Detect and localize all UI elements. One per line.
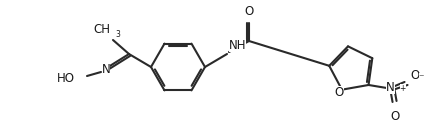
Text: +: + [399, 84, 405, 94]
Text: N: N [385, 81, 394, 94]
Text: O: O [389, 110, 398, 123]
Text: 3: 3 [115, 30, 120, 39]
Text: O: O [410, 69, 419, 83]
Text: ⁻: ⁻ [417, 73, 423, 83]
Text: N: N [101, 62, 110, 75]
Text: NH: NH [229, 39, 246, 52]
Text: O: O [333, 86, 343, 99]
Text: CH: CH [93, 23, 110, 36]
Text: O: O [244, 5, 253, 18]
Text: HO: HO [57, 72, 75, 85]
